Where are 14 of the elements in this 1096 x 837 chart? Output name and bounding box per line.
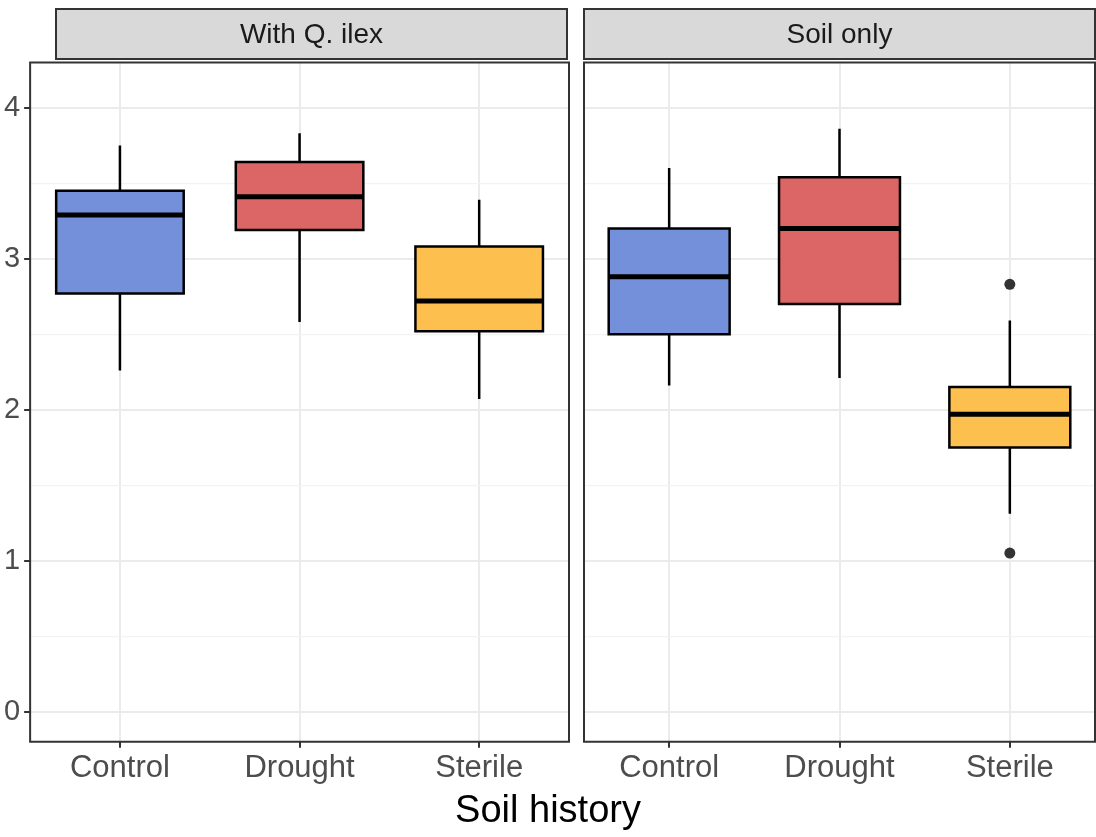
x-tick-label: Drought [244,748,356,784]
x-tick-label: Drought [784,748,896,784]
chart-title: Soil only [583,8,1096,60]
y-tick-label: 0 [3,693,21,726]
x-tick-label: Control [619,748,720,784]
chart-title: With Q. ilex [55,8,568,60]
y-tick-label: 3 [3,240,21,273]
y-tick-label: 1 [3,542,21,575]
x-tick-label: Sterile [435,748,524,784]
x-tick-label: Control [69,748,170,784]
x-tick-label: Sterile [965,748,1054,784]
x-axis-title: Soil history [454,788,642,831]
y-tick-label: 4 [3,89,21,122]
y-tick-label: 2 [3,391,21,424]
